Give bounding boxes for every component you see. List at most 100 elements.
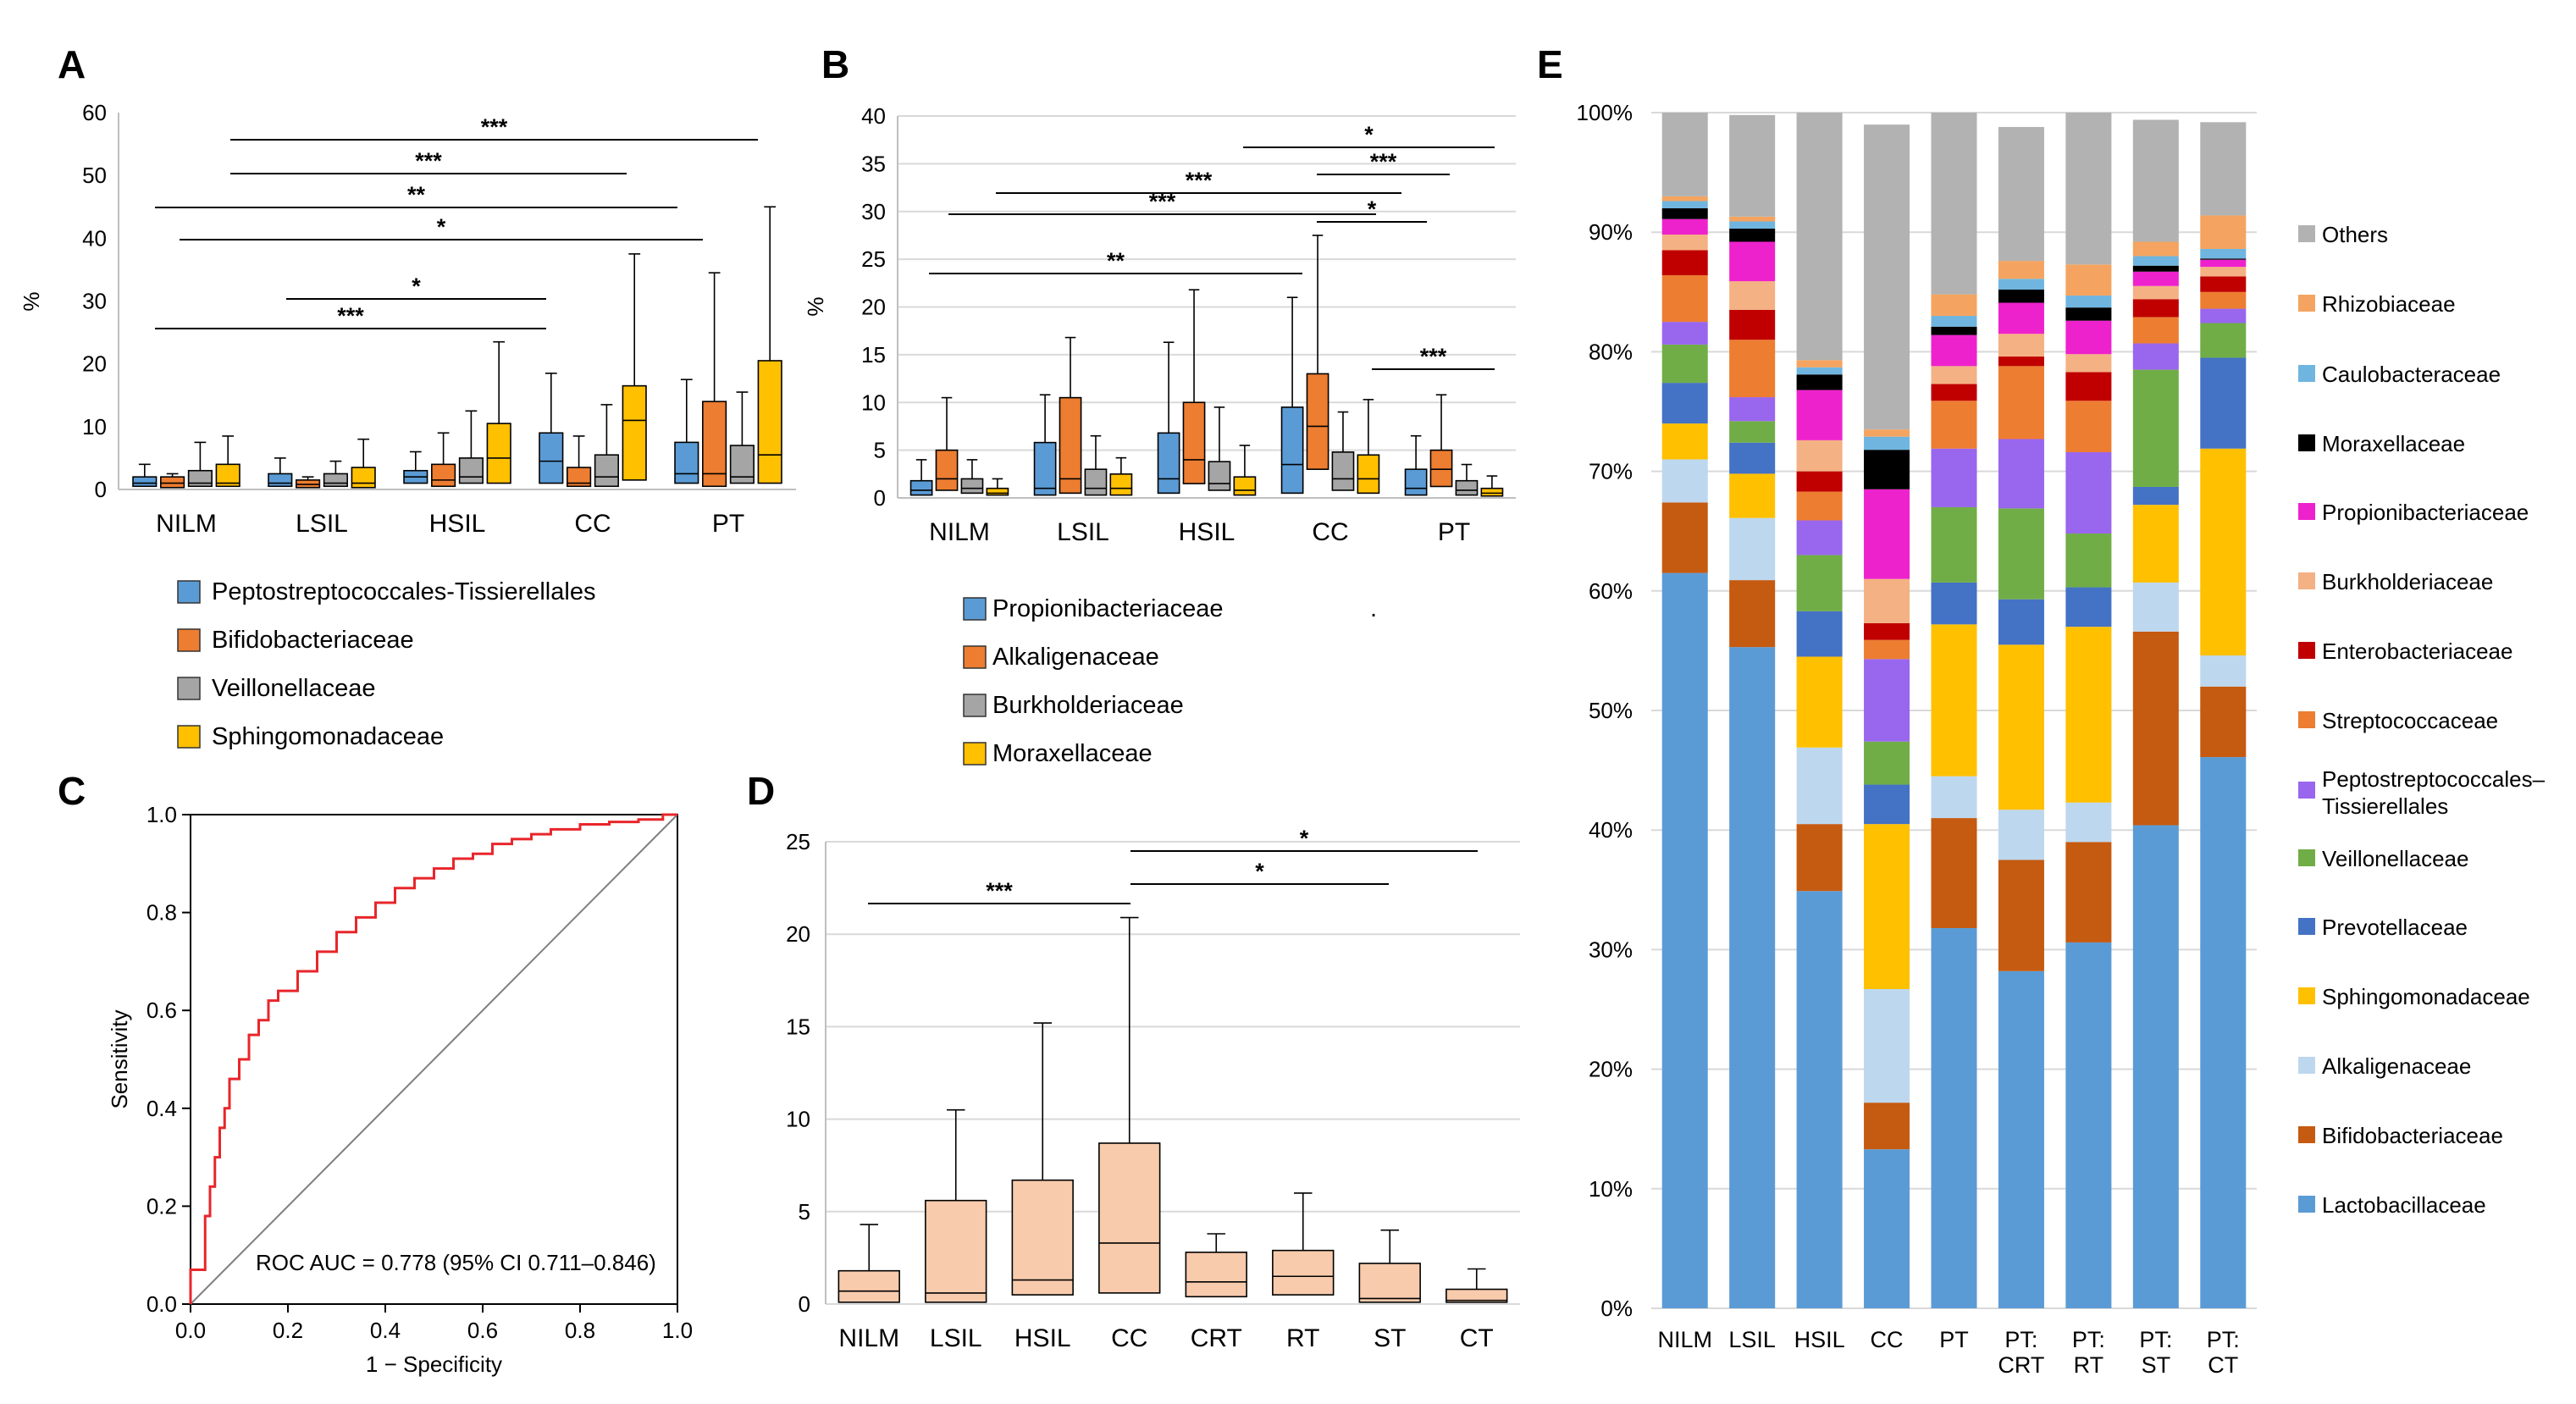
bar-segment-Alkaligenaceae [1729, 517, 1776, 581]
box-Alkaligenaceae [935, 449, 959, 491]
box-Veillonellaceae [323, 473, 348, 488]
box-LSIL [925, 1199, 987, 1303]
bar-segment-Burkholderiaceae [2065, 354, 2112, 373]
y-tick-label: 0.8 [146, 900, 177, 926]
panel-label-B: B [821, 42, 849, 86]
y-tick-label: 5 [799, 1199, 810, 1224]
y-tick-label: 0 [874, 485, 886, 511]
y-tick-label: 40 [861, 103, 886, 129]
bar-segment-Moraxellaceae [1864, 450, 1910, 489]
significance-label: ** [1107, 248, 1125, 274]
bar-segment-Caulobacteraceae [1864, 436, 1910, 450]
x-tick-label: 0.0 [175, 1318, 206, 1343]
bar-segment-Others [1864, 124, 1910, 430]
legend-label: Tissierellales [2322, 793, 2448, 819]
y-tick-label: 20% [1589, 1057, 1633, 1082]
bar-segment-Streptococcaceae [1729, 340, 1776, 398]
bar-segment-Propionibacteriaceae [1864, 489, 1910, 579]
bar-segment-Prevotellaceae [1796, 611, 1843, 657]
bar-segment-Peptostreptococcales–Tissierellales [2065, 452, 2112, 534]
box-Burkholderiaceae [1455, 479, 1479, 496]
y-tick-label: 90% [1589, 219, 1633, 245]
bar-segment-Sphingomonadaceae [2200, 448, 2247, 656]
legend-label: Caulobacteraceae [2322, 362, 2501, 387]
bar-segment-Sphingomonadaceae [1796, 656, 1843, 748]
bar-segment-Bifidobacteriaceae [1864, 1103, 1910, 1150]
bar-segment-Sphingomonadaceae [2065, 627, 2112, 803]
legend-swatch [2298, 365, 2315, 382]
legend-label: Burkholderiaceae [992, 692, 1184, 719]
legend-swatch [963, 742, 987, 766]
legend-label: Peptostreptococcales-Tissierellales [212, 578, 595, 605]
bar-segment-Rhizobiaceae [1729, 216, 1776, 222]
bar-segment-Burkholderiaceae [1729, 281, 1776, 310]
legend-label: Streptococcaceae [2322, 708, 2498, 733]
bar-segment-Lactobacillaceae [1998, 970, 2044, 1308]
bar-segment-Peptostreptococcales–Tissierellales [2200, 308, 2247, 323]
box-Alkaligenaceae [1182, 401, 1206, 484]
bar-segment-Caulobacteraceae [2132, 256, 2179, 266]
bar-segment-Veillonellaceae [1998, 508, 2044, 600]
bar-segment-Others [1729, 114, 1776, 217]
category-label: HSIL [1794, 1327, 1845, 1352]
category-label: LSIL [930, 1324, 982, 1352]
bar-segment-Enterobacteriaceae [2200, 276, 2247, 292]
bar-segment-Moraxellaceae [1661, 207, 1708, 219]
legend-swatch [963, 694, 987, 717]
box-Veillonellaceae [458, 457, 484, 484]
bar-segment-Sphingomonadaceae [1998, 644, 2044, 810]
legend-label: Sphingomonadaceae [2322, 984, 2530, 1009]
legend-label: Veillonellaceae [2322, 846, 2468, 871]
y-tick-label: 20 [786, 921, 810, 947]
box-CRT [1185, 1252, 1247, 1298]
bar-segment-Caulobacteraceae [1729, 221, 1776, 229]
bar-segment-Burkholderiaceae [1661, 235, 1708, 251]
bar-segment-Others [1661, 113, 1708, 196]
box-Propionibacteriaceae [1033, 441, 1057, 496]
bar-segment-Burkholderiaceae [1931, 366, 1977, 384]
legend-swatch [963, 645, 987, 669]
box-Sphingomonadaceae [351, 467, 376, 489]
bar-segment-Enterobacteriaceae [1796, 471, 1843, 492]
legend-E: Others Rhizobiaceae Caulobacteraceae Moraxe… [2298, 222, 2546, 1218]
box-Moraxellaceae [986, 487, 1009, 496]
panel-E: E 0% 10% 20% 30% 40% 50% 60% 70% 80% 90% 100% NILM LS… [1537, 42, 2257, 1378]
significance-label: * [1364, 122, 1374, 147]
bar-segment-Sphingomonadaceae [1661, 423, 1708, 460]
bar-segment-Sphingomonadaceae [1864, 824, 1910, 989]
box-Peptostreptococcales-Tissierellales [268, 473, 293, 488]
box-Alkaligenaceae [1059, 396, 1082, 495]
box-Sphingomonadaceae [622, 384, 647, 481]
y-tick-label: 30% [1589, 937, 1633, 962]
significance-label: *** [986, 878, 1013, 904]
bar-segment-Prevotellaceae [2065, 587, 2112, 627]
legend-label: Rhizobiaceae [2322, 291, 2456, 317]
category-label: NILM [838, 1324, 899, 1352]
bar-segment-Streptococcaceae [1931, 401, 1977, 449]
y-axis-label: % [19, 291, 44, 311]
legend-swatch [2298, 434, 2315, 451]
bar-segment-Enterobacteriaceae [1864, 622, 1910, 640]
x-tick-label: 0.4 [370, 1318, 401, 1343]
category-label: CC [1312, 518, 1348, 546]
category-label: PT: [2139, 1327, 2172, 1352]
category-label: CRT [1191, 1324, 1242, 1352]
y-tick-label: 30 [82, 289, 107, 314]
box-Moraxellaceae [1109, 473, 1133, 496]
bar-segment-Streptococcaceae [1864, 639, 1910, 660]
bar-segment-Prevotellaceae [1998, 599, 2044, 645]
significance-label: * [1255, 859, 1264, 884]
bar-segment-Burkholderiaceae [2132, 285, 2179, 300]
y-tick-label: 10% [1589, 1176, 1633, 1202]
legend-label: Peptostreptococcales– [2322, 766, 2546, 792]
category-label: CC [1871, 1327, 1904, 1352]
category-label: LSIL [296, 510, 348, 538]
stray-mark: . [1370, 595, 1377, 622]
box-CC [1098, 1142, 1161, 1294]
bar-segment-Caulobacteraceae [1931, 316, 1977, 327]
legend-swatch [2298, 1057, 2315, 1074]
bar-segment-Caulobacteraceae [1661, 201, 1708, 208]
bar-segment-Rhizobiaceae [2200, 215, 2247, 249]
box-Burkholderiaceae [1331, 451, 1355, 491]
